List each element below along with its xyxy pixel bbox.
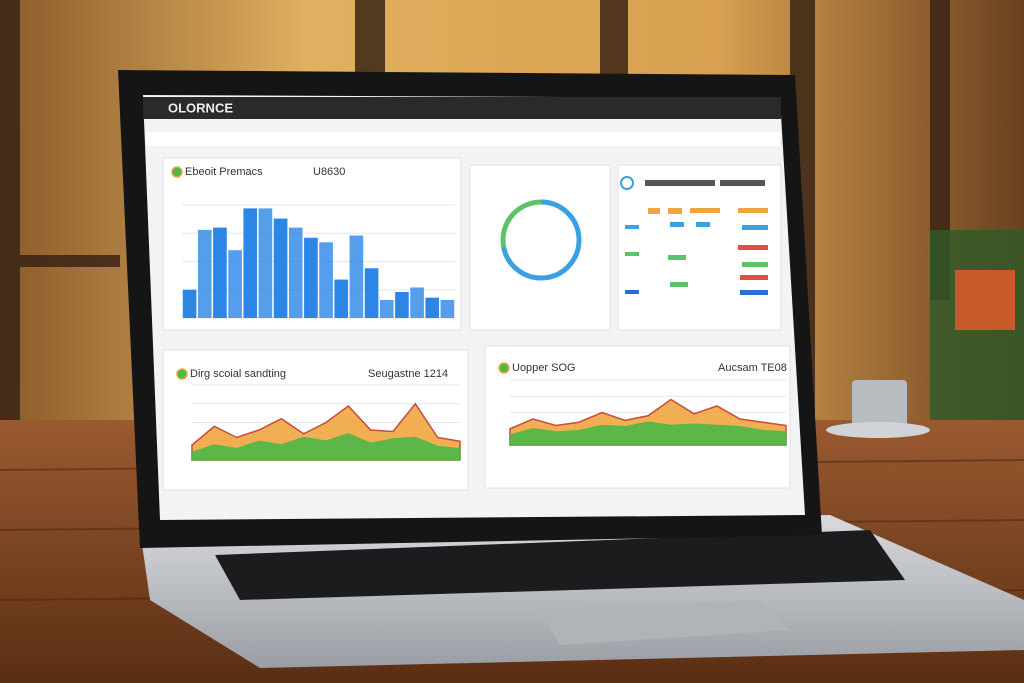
bar: [334, 279, 349, 318]
donut-segment: [501, 199, 582, 281]
bar: [349, 235, 364, 318]
bar: [273, 218, 288, 318]
bar: [182, 289, 197, 318]
cup: [852, 380, 907, 435]
bar: [258, 208, 273, 318]
chart-title: Dirg scoial sandting: [190, 368, 286, 380]
bar: [304, 237, 318, 318]
keyboard: [215, 530, 905, 600]
donut-segment: [500, 199, 542, 248]
chart-title: Ebeoit Premacs: [185, 166, 263, 178]
bar: [364, 268, 379, 318]
bar: [410, 287, 424, 318]
trackpad: [540, 600, 790, 645]
bar: [379, 299, 394, 318]
chart-subtitle: Aucsam TE08: [718, 362, 787, 374]
chart-subtitle: Seugastne 1214: [368, 368, 448, 380]
app-title: OLORNCE: [168, 100, 233, 115]
area: [191, 432, 461, 461]
bar: [288, 227, 303, 318]
chart-title: Uopper SOG: [512, 362, 576, 374]
saucer: [826, 422, 930, 438]
bar: [197, 229, 212, 318]
bar: [319, 242, 333, 318]
bar: [395, 292, 409, 318]
panel-icon: [171, 166, 183, 178]
area: [509, 421, 787, 446]
pot: [955, 270, 1015, 330]
list-panel: [620, 176, 768, 295]
chart-subtitle: U8630: [313, 166, 345, 178]
toolbar: [146, 132, 780, 146]
bar: [440, 299, 455, 318]
bar: [228, 250, 242, 318]
bar: [243, 208, 258, 318]
panel-icon: [498, 362, 510, 374]
bar: [213, 227, 227, 318]
title-bar: [143, 97, 781, 119]
bar: [425, 297, 440, 318]
panel-icon: [176, 368, 188, 380]
